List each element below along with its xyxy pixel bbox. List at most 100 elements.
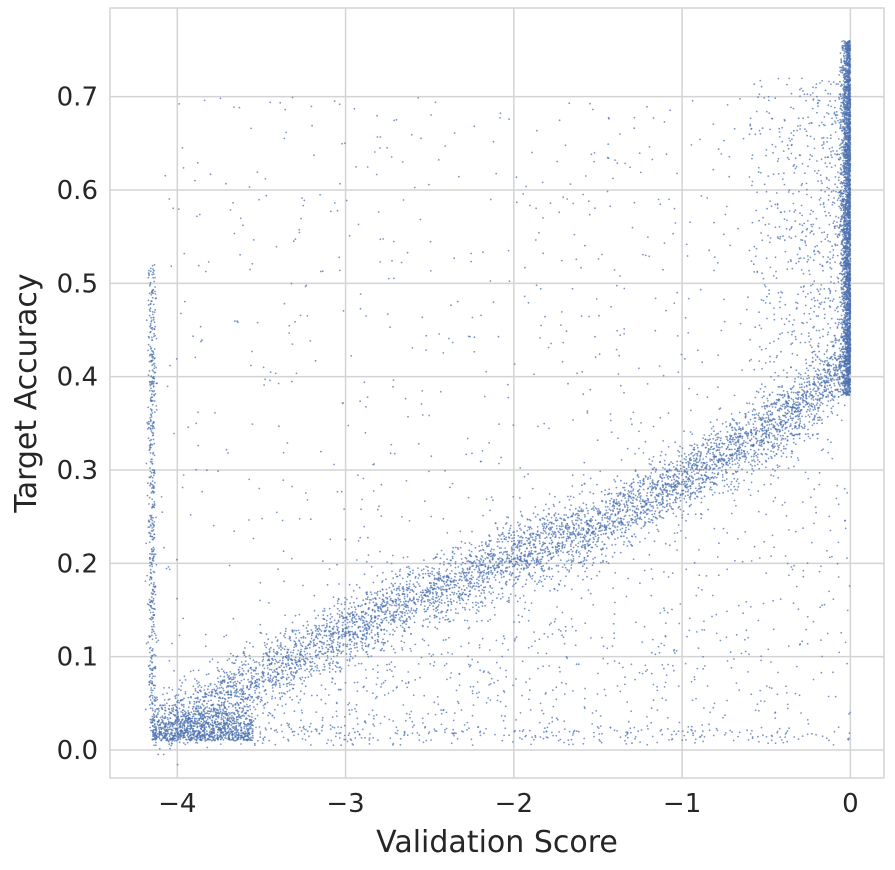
scatter-point xyxy=(699,487,701,490)
scatter-point xyxy=(477,583,480,585)
scatter-point xyxy=(478,589,480,592)
scatter-point xyxy=(741,468,743,471)
scatter-point xyxy=(433,587,436,590)
scatter-point xyxy=(304,637,307,639)
scatter-point xyxy=(290,679,293,681)
scatter-point xyxy=(635,508,638,510)
scatter-point xyxy=(737,466,740,469)
scatter-point xyxy=(659,501,662,504)
scatter-point xyxy=(197,705,200,708)
scatter-point xyxy=(808,380,810,383)
scatter-point xyxy=(559,528,562,531)
scatter-point xyxy=(687,480,690,483)
scatter-point xyxy=(728,441,731,443)
scatter-point xyxy=(539,552,541,554)
scatter-point xyxy=(412,596,415,599)
scatter-point xyxy=(611,520,613,523)
scatter-point xyxy=(588,539,590,542)
scatter-point xyxy=(817,394,819,397)
scatter-point xyxy=(225,691,228,694)
scatter-point xyxy=(787,409,789,412)
scatter-point xyxy=(385,601,388,604)
scatter-point xyxy=(403,602,406,605)
scatter-point xyxy=(650,494,652,497)
scatter-point xyxy=(795,415,797,418)
scatter-point xyxy=(655,469,657,471)
scatter-point xyxy=(698,477,700,479)
scatter-point xyxy=(702,468,705,471)
scatter-point xyxy=(337,619,340,622)
scatter-point xyxy=(225,671,228,674)
scatter-point xyxy=(370,629,373,631)
scatter-point xyxy=(663,476,666,479)
scatter-point xyxy=(395,610,398,613)
scatter-point xyxy=(666,499,668,502)
scatter-point xyxy=(450,609,452,611)
scatter-point xyxy=(818,377,821,379)
scatter-point xyxy=(488,543,490,546)
scatter-point xyxy=(427,618,429,620)
scatter-point xyxy=(818,419,821,421)
data-points xyxy=(144,40,852,766)
scatter-point xyxy=(510,540,513,543)
scatter-point xyxy=(247,663,250,665)
scatter-point xyxy=(606,520,609,523)
scatter-point xyxy=(279,632,282,635)
scatter-point xyxy=(566,516,569,519)
scatter-point xyxy=(798,372,800,375)
scatter-point xyxy=(623,505,626,507)
scatter-point xyxy=(298,639,300,642)
scatter-point xyxy=(468,571,471,574)
scatter-point xyxy=(729,458,731,461)
scatter-point xyxy=(646,513,649,515)
scatter-point xyxy=(758,442,761,444)
scatter-point xyxy=(570,567,573,569)
scatter-point xyxy=(328,630,330,632)
scatter-point xyxy=(812,399,815,401)
scatter-point xyxy=(647,501,650,503)
scatter-point xyxy=(540,580,543,583)
scatter-point xyxy=(744,460,746,463)
scatter-point xyxy=(307,624,309,626)
scatter-point xyxy=(178,688,180,690)
scatter-point xyxy=(473,585,475,587)
scatter-point xyxy=(609,499,611,502)
scatter-point xyxy=(774,421,777,424)
scatter-point xyxy=(414,603,417,606)
scatter-point xyxy=(440,549,443,552)
scatter-point xyxy=(605,509,608,512)
scatter-point xyxy=(706,442,708,445)
scatter-point xyxy=(484,604,486,607)
scatter-point xyxy=(808,421,811,423)
scatter-point xyxy=(518,564,520,567)
scatter-point xyxy=(780,404,782,407)
scatter-point xyxy=(277,679,280,682)
scatter-point xyxy=(713,472,716,475)
scatter-point xyxy=(499,597,502,600)
scatter-point xyxy=(669,498,671,501)
scatter-point xyxy=(665,510,668,513)
scatter-point xyxy=(605,512,607,514)
scatter-point xyxy=(488,534,490,537)
scatter-point xyxy=(625,482,628,485)
scatter-point xyxy=(261,671,263,674)
scatter-point xyxy=(776,428,779,431)
scatter-point xyxy=(763,390,765,393)
scatter-point xyxy=(340,615,343,617)
scatter-point xyxy=(289,639,292,642)
scatter-point xyxy=(814,390,817,393)
scatter-point xyxy=(653,512,656,515)
scatter-point xyxy=(535,550,537,553)
scatter-point xyxy=(597,540,599,542)
scatter-point xyxy=(396,626,398,629)
scatter-point xyxy=(797,410,800,413)
scatter-point xyxy=(778,465,781,467)
scatter-point xyxy=(455,592,458,595)
scatter-point xyxy=(346,621,349,624)
scatter-point xyxy=(222,687,224,690)
scatter-point xyxy=(443,563,445,566)
scatter-point xyxy=(745,456,748,459)
scatter-point xyxy=(551,535,554,537)
scatter-point xyxy=(377,617,379,620)
scatter-point xyxy=(732,440,734,443)
